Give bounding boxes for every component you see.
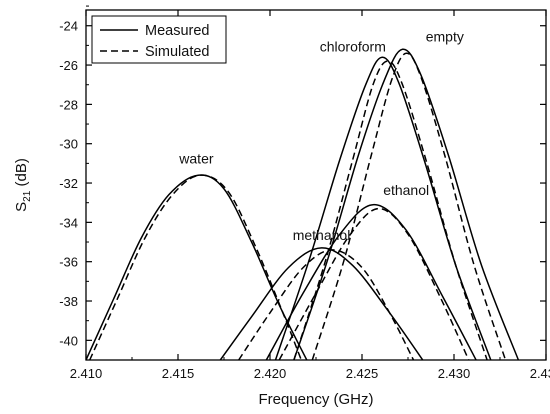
y-tick-label: -28 xyxy=(59,97,78,112)
annotation-layer: water methanol ethanol chloroform empty xyxy=(178,28,464,243)
x-tick-label: 2.430 xyxy=(438,366,471,381)
annotation-water: water xyxy=(178,150,214,166)
x-tick-label: 2.435 xyxy=(530,366,550,381)
y-tick-label: -40 xyxy=(59,333,78,348)
annotation-methanol: methanol xyxy=(293,227,351,243)
annotation-ethanol: ethanol xyxy=(383,182,429,198)
series-layer xyxy=(86,48,520,360)
y-axis-label-unit: (dB) xyxy=(13,158,30,191)
series-empty-simulated xyxy=(311,52,507,360)
x-axis-label: Frequency (GHz) xyxy=(258,391,373,408)
series-water-simulated xyxy=(89,174,302,360)
series-methanol-simulated xyxy=(238,249,415,360)
legend-measured-label: Measured xyxy=(145,23,209,39)
y-tick-label: -30 xyxy=(59,137,78,152)
x-tick-label: 2.410 xyxy=(70,366,103,381)
series-chloroform-measured xyxy=(274,56,492,360)
legend: Measured Simulated xyxy=(91,15,227,64)
y-tick-label: -38 xyxy=(59,294,78,309)
series-ethanol-measured xyxy=(265,203,477,360)
x-tick-label: 2.425 xyxy=(346,366,379,381)
series-empty-measured xyxy=(293,48,520,360)
ticks-layer: 2.410 2.415 2.420 2.425 2.430 2.435 -40 -38 -36 -… xyxy=(59,5,550,381)
series-methanol-measured xyxy=(219,247,424,360)
legend-simulated-label: Simulated xyxy=(145,44,209,60)
x-tick-label: 2.415 xyxy=(162,366,195,381)
legend-box xyxy=(91,15,227,64)
y-tick-label: -36 xyxy=(59,255,78,270)
y-axis-label: S21 (dB) xyxy=(13,158,33,212)
series-chloroform-simulated xyxy=(293,60,488,360)
y-tick-label: -24 xyxy=(59,19,78,34)
y-tick-label: -34 xyxy=(59,215,78,230)
series-water-measured xyxy=(86,174,308,360)
annotation-chloroform: chloroform xyxy=(320,38,386,54)
annotation-empty: empty xyxy=(426,28,464,44)
y-tick-label: -26 xyxy=(59,58,78,73)
y-axis-label-main: S xyxy=(13,202,30,212)
y-axis-label-sub: 21 xyxy=(22,190,33,202)
y-tick-label: -32 xyxy=(59,176,78,191)
x-tick-label: 2.420 xyxy=(254,366,287,381)
